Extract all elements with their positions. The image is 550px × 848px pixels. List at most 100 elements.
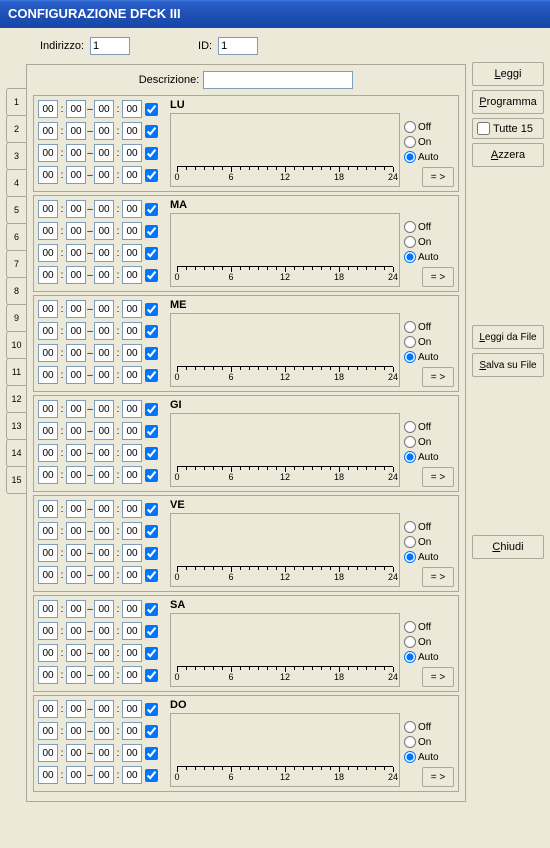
row-enable-checkbox[interactable] xyxy=(145,547,158,560)
mode-on[interactable]: On xyxy=(404,635,454,649)
end-hh[interactable] xyxy=(94,344,114,362)
end-hh[interactable] xyxy=(94,644,114,662)
row-enable-checkbox[interactable] xyxy=(145,603,158,616)
rail-tab-8[interactable]: 8 xyxy=(6,277,26,305)
mode-auto[interactable]: Auto xyxy=(404,250,454,264)
start-hh[interactable] xyxy=(38,700,58,718)
start-mm[interactable] xyxy=(66,700,86,718)
start-hh[interactable] xyxy=(38,122,58,140)
rail-tab-9[interactable]: 9 xyxy=(6,304,26,332)
start-mm[interactable] xyxy=(66,300,86,318)
start-hh[interactable] xyxy=(38,666,58,684)
chiudi-button[interactable]: Chiudi xyxy=(472,535,544,559)
end-mm[interactable] xyxy=(122,566,142,584)
end-mm[interactable] xyxy=(122,644,142,662)
id-input[interactable] xyxy=(218,37,258,55)
row-enable-checkbox[interactable] xyxy=(145,769,158,782)
row-enable-checkbox[interactable] xyxy=(145,425,158,438)
end-mm[interactable] xyxy=(122,722,142,740)
end-mm[interactable] xyxy=(122,322,142,340)
copy-down-button[interactable]: = > xyxy=(422,567,454,587)
start-mm[interactable] xyxy=(66,266,86,284)
end-hh[interactable] xyxy=(94,744,114,762)
mode-on[interactable]: On xyxy=(404,735,454,749)
start-mm[interactable] xyxy=(66,544,86,562)
rail-tab-3[interactable]: 3 xyxy=(6,142,26,170)
end-mm[interactable] xyxy=(122,300,142,318)
programma-button[interactable]: Programma xyxy=(472,90,544,114)
start-hh[interactable] xyxy=(38,144,58,162)
start-hh[interactable] xyxy=(38,266,58,284)
rail-tab-1[interactable]: 1 xyxy=(6,88,26,116)
copy-down-button[interactable]: = > xyxy=(422,767,454,787)
end-hh[interactable] xyxy=(94,222,114,240)
end-mm[interactable] xyxy=(122,600,142,618)
start-hh[interactable] xyxy=(38,444,58,462)
row-enable-checkbox[interactable] xyxy=(145,225,158,238)
copy-down-button[interactable]: = > xyxy=(422,367,454,387)
end-mm[interactable] xyxy=(122,666,142,684)
start-hh[interactable] xyxy=(38,600,58,618)
end-hh[interactable] xyxy=(94,122,114,140)
start-mm[interactable] xyxy=(66,566,86,584)
row-enable-checkbox[interactable] xyxy=(145,725,158,738)
end-hh[interactable] xyxy=(94,466,114,484)
start-mm[interactable] xyxy=(66,100,86,118)
tutte15-checkbox[interactable]: Tutte 15 xyxy=(472,118,544,139)
end-mm[interactable] xyxy=(122,244,142,262)
start-mm[interactable] xyxy=(66,144,86,162)
end-hh[interactable] xyxy=(94,400,114,418)
rail-tab-5[interactable]: 5 xyxy=(6,196,26,224)
start-hh[interactable] xyxy=(38,744,58,762)
row-enable-checkbox[interactable] xyxy=(145,669,158,682)
end-hh[interactable] xyxy=(94,200,114,218)
end-mm[interactable] xyxy=(122,222,142,240)
row-enable-checkbox[interactable] xyxy=(145,369,158,382)
start-mm[interactable] xyxy=(66,322,86,340)
start-mm[interactable] xyxy=(66,722,86,740)
azzera-button[interactable]: Azzera xyxy=(472,143,544,167)
end-mm[interactable] xyxy=(122,100,142,118)
start-mm[interactable] xyxy=(66,366,86,384)
row-enable-checkbox[interactable] xyxy=(145,469,158,482)
start-mm[interactable] xyxy=(66,644,86,662)
end-mm[interactable] xyxy=(122,500,142,518)
end-hh[interactable] xyxy=(94,444,114,462)
mode-auto[interactable]: Auto xyxy=(404,750,454,764)
end-mm[interactable] xyxy=(122,200,142,218)
end-hh[interactable] xyxy=(94,300,114,318)
start-hh[interactable] xyxy=(38,366,58,384)
rail-tab-10[interactable]: 10 xyxy=(6,331,26,359)
start-hh[interactable] xyxy=(38,244,58,262)
mode-off[interactable]: Off xyxy=(404,320,454,334)
mode-on[interactable]: On xyxy=(404,335,454,349)
indirizzo-input[interactable] xyxy=(90,37,130,55)
start-hh[interactable] xyxy=(38,722,58,740)
rail-tab-15[interactable]: 15 xyxy=(6,466,26,494)
end-hh[interactable] xyxy=(94,700,114,718)
row-enable-checkbox[interactable] xyxy=(145,503,158,516)
end-mm[interactable] xyxy=(122,144,142,162)
end-hh[interactable] xyxy=(94,366,114,384)
start-hh[interactable] xyxy=(38,766,58,784)
start-hh[interactable] xyxy=(38,644,58,662)
row-enable-checkbox[interactable] xyxy=(145,269,158,282)
copy-down-button[interactable]: = > xyxy=(422,467,454,487)
mode-auto[interactable]: Auto xyxy=(404,350,454,364)
rail-tab-12[interactable]: 12 xyxy=(6,385,26,413)
start-hh[interactable] xyxy=(38,300,58,318)
start-hh[interactable] xyxy=(38,200,58,218)
row-enable-checkbox[interactable] xyxy=(145,247,158,260)
end-hh[interactable] xyxy=(94,144,114,162)
end-mm[interactable] xyxy=(122,366,142,384)
tutte15-input[interactable] xyxy=(477,122,490,135)
start-mm[interactable] xyxy=(66,600,86,618)
mode-on[interactable]: On xyxy=(404,235,454,249)
end-hh[interactable] xyxy=(94,322,114,340)
end-mm[interactable] xyxy=(122,166,142,184)
mode-off[interactable]: Off xyxy=(404,620,454,634)
end-mm[interactable] xyxy=(122,466,142,484)
end-mm[interactable] xyxy=(122,522,142,540)
rail-tab-14[interactable]: 14 xyxy=(6,439,26,467)
start-hh[interactable] xyxy=(38,544,58,562)
